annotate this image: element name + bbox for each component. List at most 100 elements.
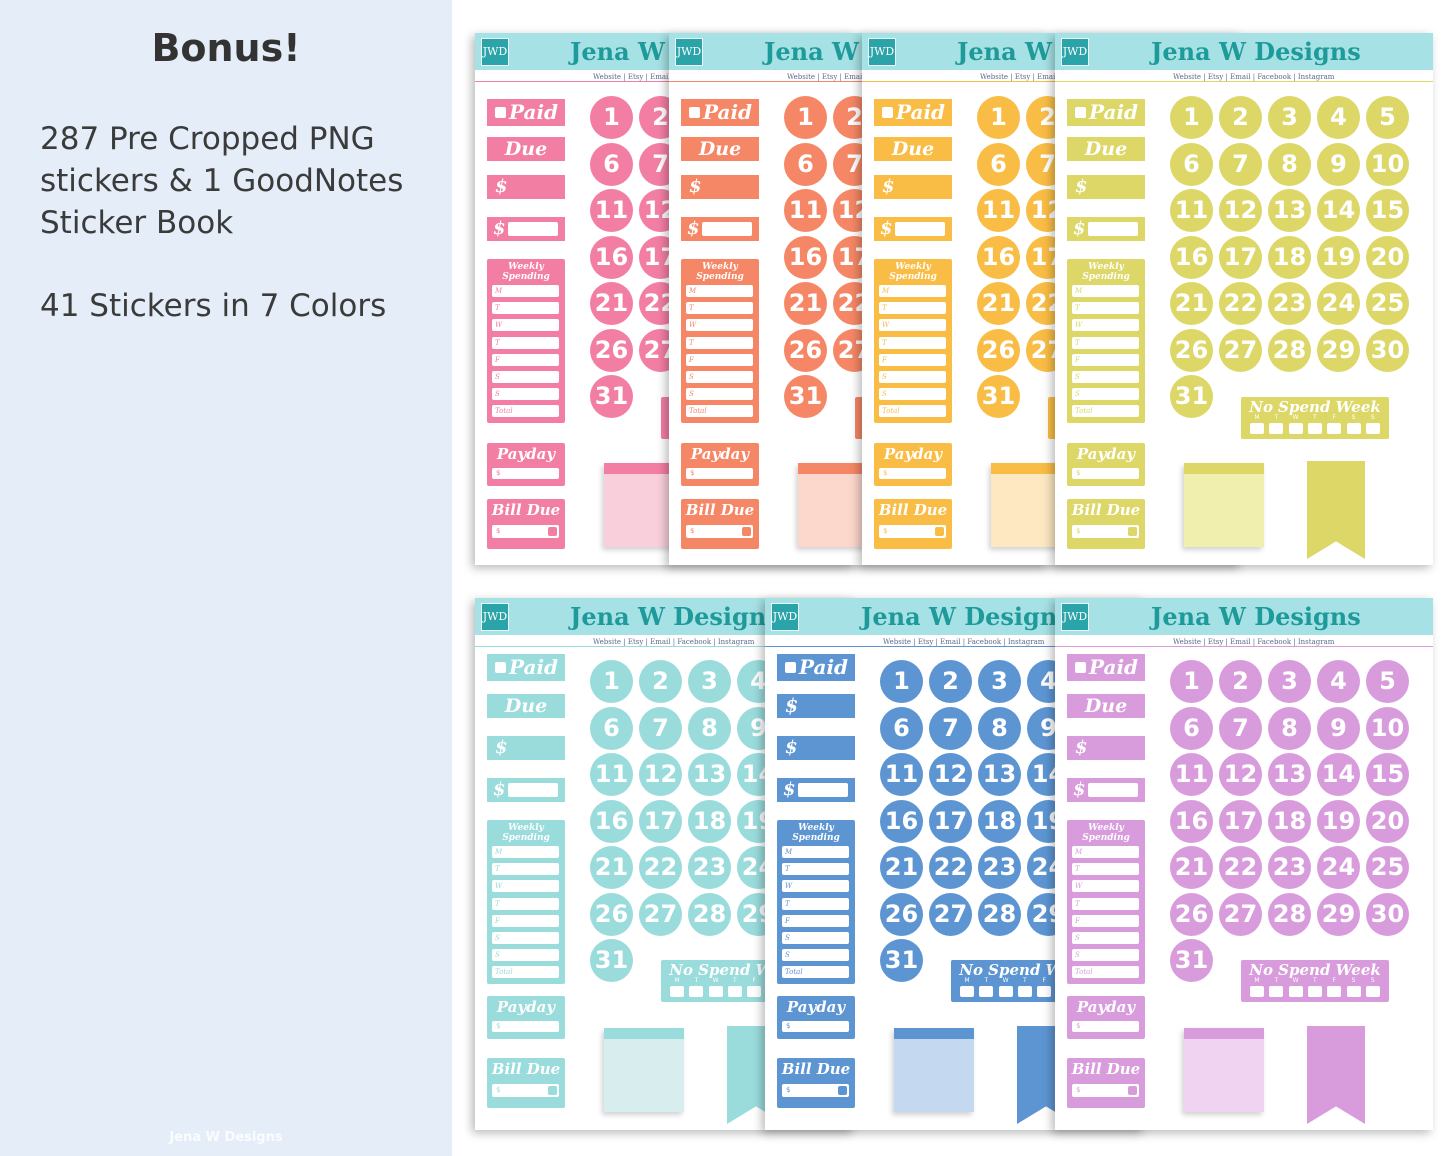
info-line-2: stickers & 1 GoodNotes bbox=[40, 163, 404, 199]
day-line: T bbox=[782, 863, 849, 876]
day-line: M bbox=[492, 285, 559, 297]
weekday-checkbox bbox=[689, 986, 704, 997]
header-rule bbox=[669, 81, 1049, 82]
day-line: T bbox=[492, 863, 559, 876]
bill-due-field: $ bbox=[492, 525, 559, 538]
weekday-letter: M bbox=[1254, 414, 1260, 421]
weekday-checkbox bbox=[1250, 986, 1264, 997]
weekday-letter: S bbox=[1351, 414, 1356, 421]
day-line: S bbox=[492, 932, 559, 944]
blank-field bbox=[798, 783, 848, 797]
day-line: T bbox=[782, 897, 849, 910]
weekly-label: Weekly bbox=[1088, 823, 1124, 833]
due-sticker: Due bbox=[487, 694, 565, 718]
day-number-28: 28 bbox=[1268, 328, 1311, 372]
weekday-checkbox bbox=[979, 986, 994, 997]
bill-due-label: Bill Due bbox=[878, 501, 948, 519]
paid-sticker: Paid bbox=[777, 654, 855, 681]
day-line: F bbox=[1072, 914, 1139, 927]
sticky-note-sticker bbox=[1184, 1028, 1264, 1112]
bill-due-sticker: Bill Due $ bbox=[1067, 1058, 1145, 1108]
day-number-10: 10 bbox=[1366, 142, 1409, 186]
dollar-label: $ bbox=[493, 779, 506, 800]
blank-field bbox=[1088, 222, 1138, 236]
sheet-header: JWD Jena W Designs bbox=[1055, 33, 1433, 70]
watermark: Jena W Designs bbox=[169, 1130, 283, 1145]
bill-due-field: $ bbox=[686, 525, 753, 538]
dollar-sticker: $ bbox=[681, 175, 759, 199]
info-line-3: Sticker Book bbox=[40, 205, 234, 241]
payday-sticker: Payday $ bbox=[487, 996, 565, 1039]
day-number-6: 6 bbox=[1170, 706, 1213, 750]
checkbox-icon bbox=[548, 527, 557, 536]
weekday-checkbox bbox=[670, 986, 684, 997]
paid-sticker: Paid bbox=[1067, 99, 1145, 126]
day-number-6: 6 bbox=[977, 142, 1020, 186]
blank-field bbox=[702, 222, 752, 236]
day-line: S bbox=[1072, 371, 1139, 383]
day-number-1: 1 bbox=[784, 96, 827, 139]
payday-field: $ bbox=[782, 1021, 849, 1032]
checkbox-icon bbox=[935, 527, 944, 536]
day-line: F bbox=[492, 914, 559, 927]
day-number-1: 1 bbox=[977, 96, 1020, 139]
day-number-8: 8 bbox=[978, 706, 1021, 750]
day-line: M bbox=[1072, 846, 1139, 858]
day-number-27: 27 bbox=[929, 892, 972, 936]
total-line: Total bbox=[782, 966, 849, 979]
day-number-16: 16 bbox=[1170, 799, 1213, 843]
weekday-letter: F bbox=[1042, 977, 1046, 984]
blank-field bbox=[895, 222, 945, 236]
day-number-19: 19 bbox=[1317, 799, 1360, 843]
weekly-spending-title: Weekly Spending bbox=[777, 820, 855, 843]
brand-title: Jena W Designs bbox=[1151, 602, 1361, 631]
day-number-21: 21 bbox=[590, 282, 633, 325]
bill-due-field: $ bbox=[492, 1084, 559, 1097]
sticky-note-sticker bbox=[1184, 463, 1264, 547]
dollar-field-sticker: $ bbox=[487, 778, 565, 802]
paid-label: Paid bbox=[703, 100, 753, 124]
weekly-label: Weekly bbox=[798, 823, 834, 833]
bill-due-field: $ bbox=[1072, 1084, 1139, 1097]
payday-field: $ bbox=[686, 468, 753, 479]
checkbox-icon bbox=[882, 107, 893, 118]
day-line: M bbox=[492, 846, 559, 858]
weekday-checkbox bbox=[1288, 986, 1303, 997]
weekly-spending-title: Weekly Spending bbox=[1067, 259, 1145, 282]
weekday-letter: F bbox=[1332, 977, 1336, 984]
day-number-28: 28 bbox=[978, 892, 1021, 936]
weekly-label: Weekly bbox=[508, 823, 544, 833]
day-number-14: 14 bbox=[1317, 753, 1360, 796]
day-line: S bbox=[879, 371, 946, 383]
day-number-6: 6 bbox=[1170, 142, 1213, 186]
day-number-3: 3 bbox=[978, 660, 1021, 703]
due-sticker: Due bbox=[681, 137, 759, 161]
day-number-5: 5 bbox=[1366, 660, 1409, 703]
day-number-3: 3 bbox=[688, 660, 731, 703]
day-number-22: 22 bbox=[1219, 846, 1262, 889]
weekday-checkbox bbox=[1269, 423, 1284, 434]
dollar-sticker: $ bbox=[1067, 175, 1145, 199]
day-number-17: 17 bbox=[1219, 235, 1262, 279]
checkbox-icon bbox=[689, 107, 700, 118]
day-number-13: 13 bbox=[688, 753, 731, 796]
day-number-28: 28 bbox=[1268, 892, 1311, 936]
day-line: S bbox=[1072, 949, 1139, 962]
day-line: T bbox=[879, 336, 946, 349]
weekly-spending-sticker: Weekly Spending M T W T F S S Total bbox=[681, 259, 759, 423]
weekly-spending-title: Weekly Spending bbox=[487, 820, 565, 843]
weekly-spending-sticker: Weekly Spending M T W T F S S Total bbox=[874, 259, 952, 423]
day-number-6: 6 bbox=[590, 706, 633, 750]
day-number-21: 21 bbox=[880, 846, 923, 889]
day-number-4: 4 bbox=[1317, 96, 1360, 139]
weekly-label: Weekly bbox=[1088, 262, 1124, 272]
brand-logo: JWD bbox=[481, 603, 509, 631]
day-line: W bbox=[686, 319, 753, 332]
header-rule bbox=[765, 646, 1145, 647]
day-number-13: 13 bbox=[1268, 753, 1311, 796]
paid-sticker: Paid bbox=[487, 99, 565, 126]
day-line: T bbox=[1072, 863, 1139, 876]
weekly-spending-title: Weekly Spending bbox=[1067, 820, 1145, 843]
